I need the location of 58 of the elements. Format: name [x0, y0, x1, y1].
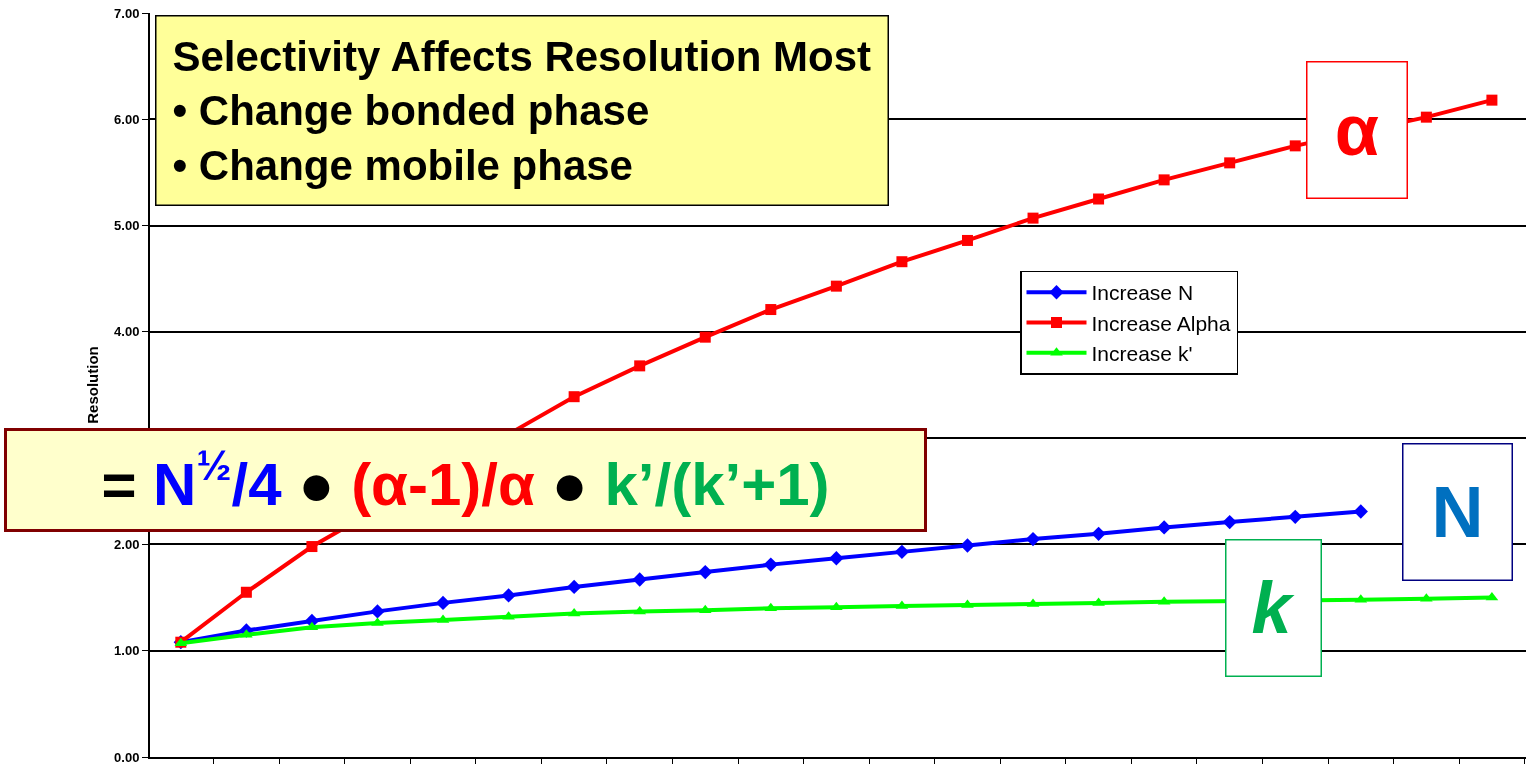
- point: [633, 605, 647, 615]
- point: [699, 331, 711, 343]
- legend-label: Increase k': [1091, 342, 1193, 366]
- annotation: ●: [298, 451, 335, 519]
- y-tick-label: 7.00: [114, 5, 140, 21]
- annotation: ●: [551, 451, 588, 519]
- point: [305, 621, 319, 631]
- point: [896, 256, 908, 268]
- point: [435, 595, 451, 611]
- point: [306, 541, 318, 553]
- point: [370, 604, 385, 619]
- point: [1289, 140, 1301, 152]
- point: [1093, 193, 1105, 205]
- text: =: [101, 451, 137, 519]
- point: [1025, 531, 1041, 547]
- point: [961, 234, 973, 246]
- y-tick-label: 0.00: [114, 749, 140, 765]
- point: [1091, 526, 1106, 541]
- point: [830, 280, 842, 292]
- annotation: α: [1334, 90, 1380, 170]
- point: [698, 564, 713, 580]
- point: [1027, 212, 1039, 224]
- point: [1420, 111, 1432, 123]
- y-tick-label: 4.00: [114, 324, 140, 340]
- annotation: Selectivity Affects Resolution Most: [172, 32, 872, 80]
- point: [632, 572, 647, 587]
- annotation: (α-1)/α: [351, 451, 535, 519]
- y-tick-label: 5.00: [114, 218, 140, 234]
- point: [960, 538, 975, 553]
- legend-label: Increase Alpha: [1091, 311, 1231, 335]
- point: [698, 604, 712, 614]
- annotation: N: [1431, 472, 1484, 552]
- annotation: • Change bonded phase: [172, 87, 650, 135]
- point: [894, 544, 910, 560]
- y-tick-label: 6.00: [114, 111, 140, 127]
- point: [1288, 509, 1303, 524]
- annotation: • Change mobile phase: [172, 141, 633, 189]
- point: [829, 551, 844, 566]
- point: [1224, 157, 1236, 169]
- point: [1158, 174, 1170, 186]
- annotation: k: [1251, 568, 1296, 648]
- point: [634, 360, 646, 372]
- point: [240, 586, 252, 598]
- point: [763, 557, 778, 572]
- annotation: k’/(k’+1): [604, 451, 830, 519]
- y-axis-title: Resolution: [83, 346, 101, 424]
- y-tick-label: 1.00: [114, 643, 140, 659]
- point: [1156, 520, 1172, 535]
- y-tick-label: 2.00: [114, 536, 140, 552]
- point: [1486, 94, 1498, 106]
- point: [568, 391, 580, 403]
- annotation: N$^{½}$/4: [153, 441, 283, 519]
- point: [1222, 514, 1237, 530]
- point: [1353, 504, 1368, 519]
- legend-label: Increase N: [1091, 281, 1194, 305]
- point: [765, 304, 777, 316]
- point: [501, 588, 516, 603]
- point: [566, 579, 582, 595]
